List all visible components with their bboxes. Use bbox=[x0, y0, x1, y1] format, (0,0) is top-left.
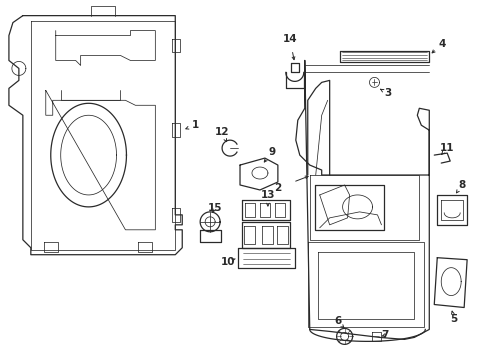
Text: 4: 4 bbox=[438, 39, 445, 49]
Text: 12: 12 bbox=[214, 127, 229, 137]
Text: 1: 1 bbox=[191, 120, 199, 130]
Text: 9: 9 bbox=[268, 147, 275, 157]
Text: 13: 13 bbox=[260, 190, 275, 200]
Text: 7: 7 bbox=[380, 330, 387, 341]
Text: 10: 10 bbox=[221, 257, 235, 267]
Text: 8: 8 bbox=[458, 180, 465, 190]
Text: 15: 15 bbox=[207, 203, 222, 213]
Text: 14: 14 bbox=[282, 33, 297, 44]
Text: 5: 5 bbox=[449, 314, 457, 324]
Text: 3: 3 bbox=[383, 88, 390, 98]
Text: 11: 11 bbox=[439, 143, 453, 153]
Text: 2: 2 bbox=[274, 183, 281, 193]
Text: 6: 6 bbox=[333, 316, 341, 327]
